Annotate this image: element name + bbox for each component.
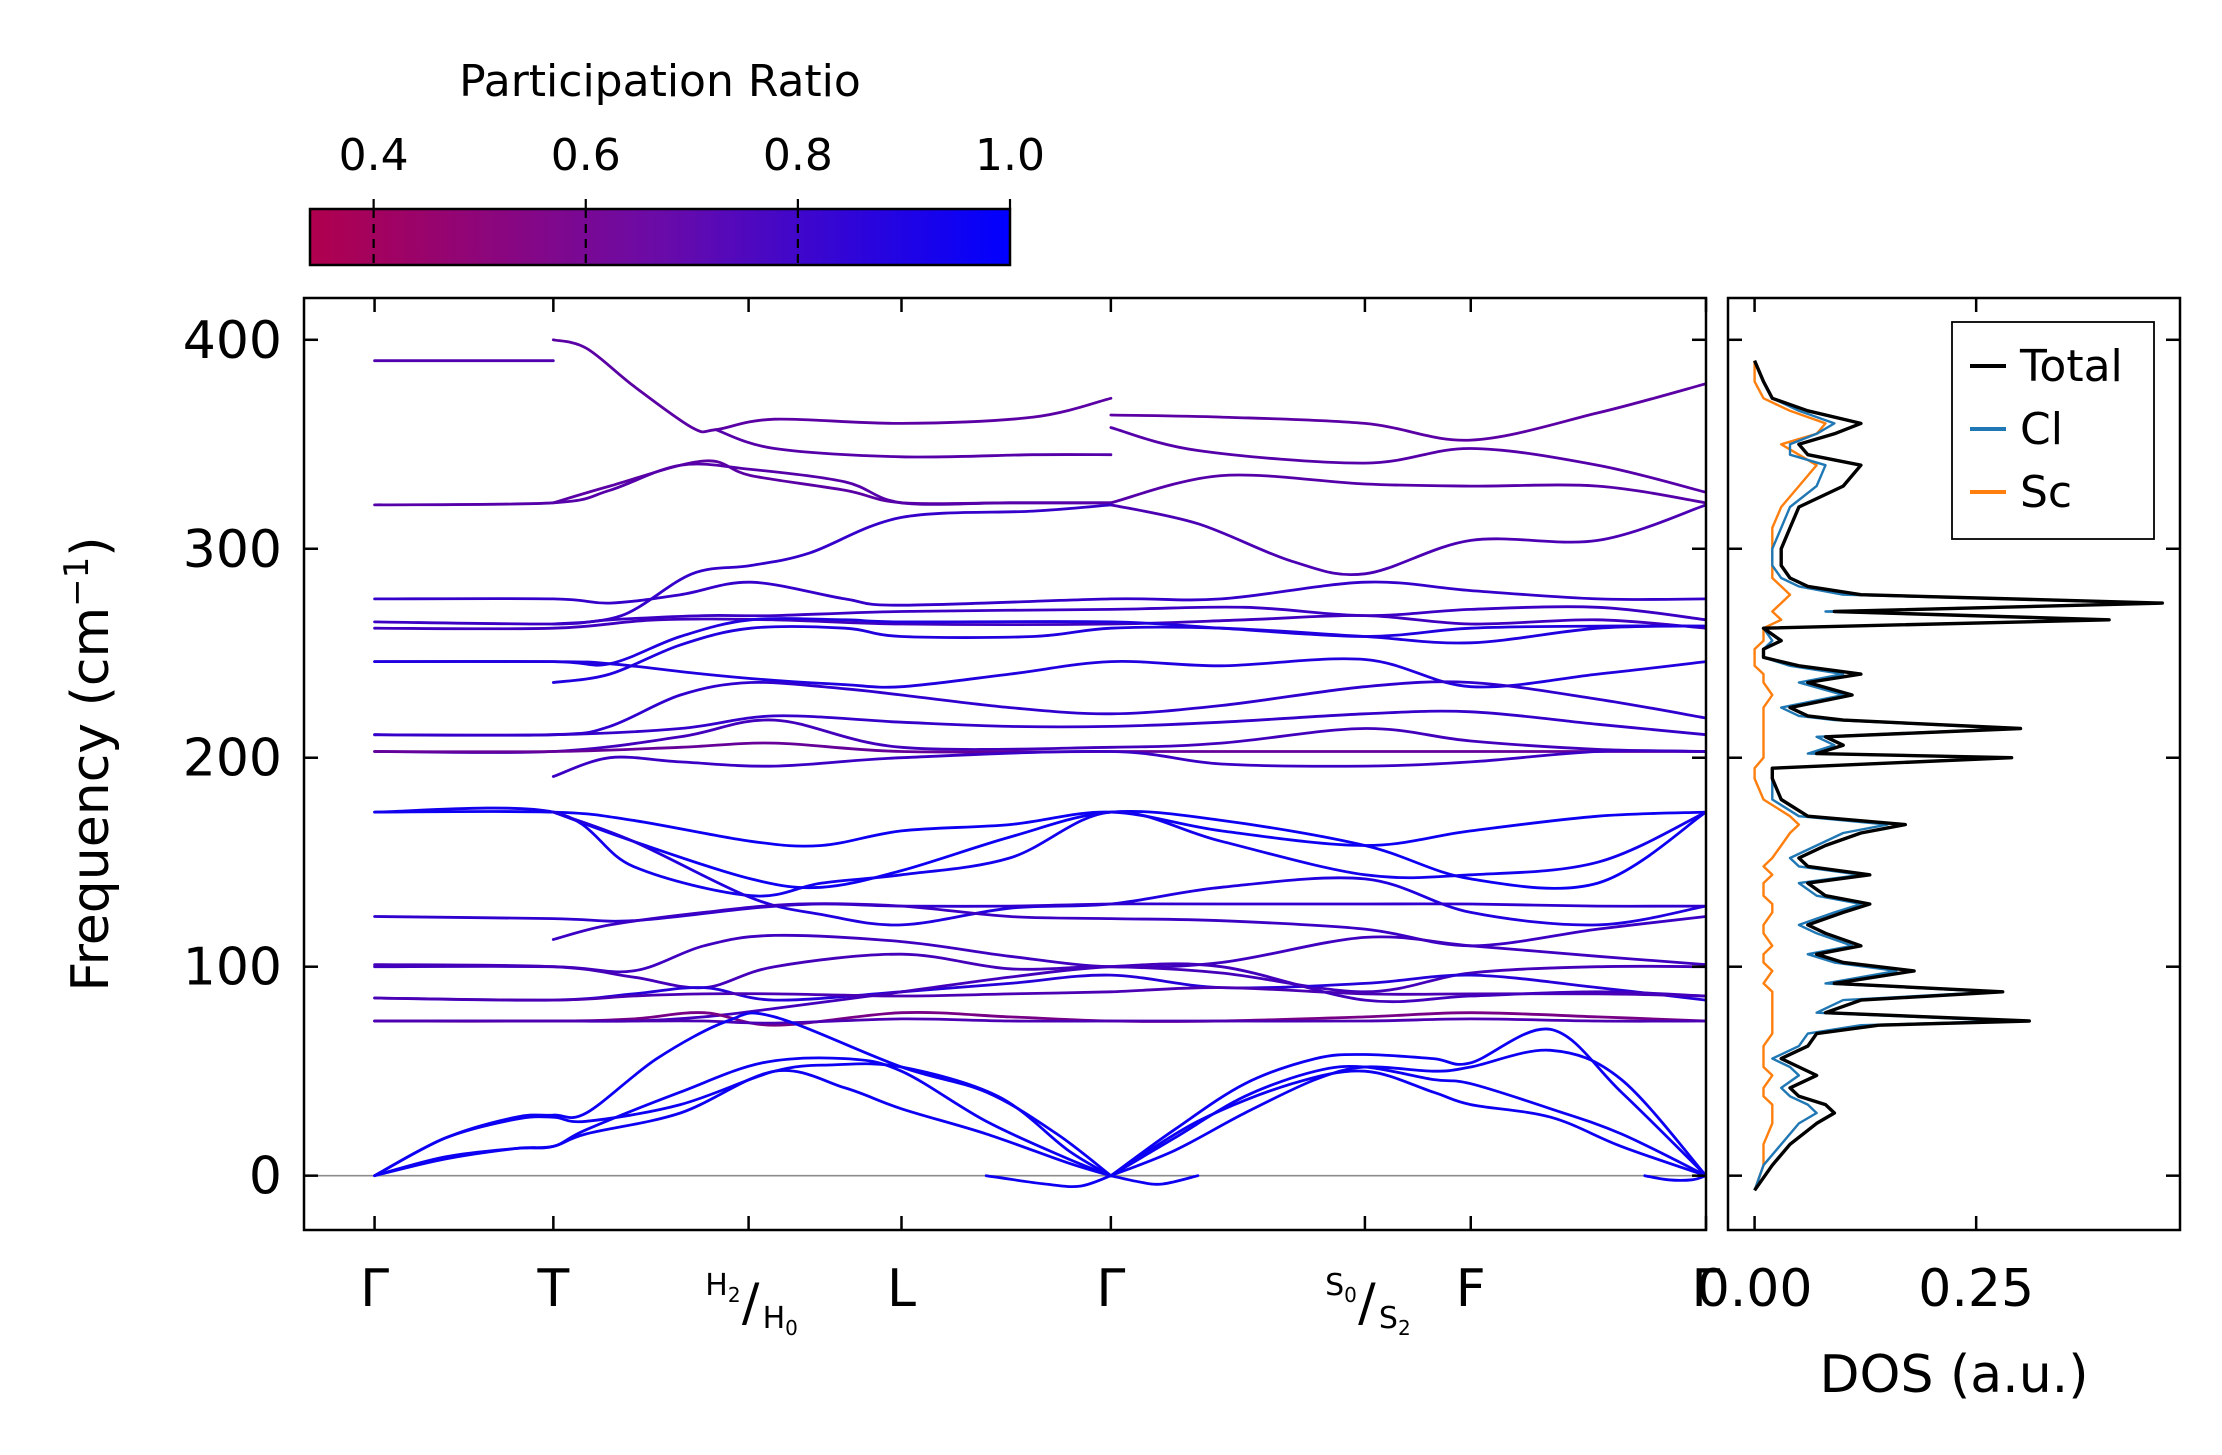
colorbar-tick-label: 0.8: [763, 130, 833, 181]
x-tick-label-denominator: S2: [1379, 1301, 1411, 1340]
y-tick-label: 400: [183, 311, 282, 371]
y-tick-label: 300: [183, 520, 282, 580]
colorbar: Participation Ratio 0.4 0.6 0.8 1.0: [308, 56, 1045, 267]
phonon-band-31: [373, 986, 1706, 1002]
x-tick-label-numerator: S0: [1325, 1268, 1357, 1307]
x-tick-label: Γ: [360, 1259, 389, 1319]
phonon-band-38: [373, 1062, 1113, 1178]
phonon-band-6: [1109, 382, 1706, 442]
dos-panel: 0.00 0.25 DOS (a.u.) Total Cl Sc: [1697, 296, 2182, 1405]
phonon-band-17: [373, 680, 1706, 737]
y-tick-label: 0: [249, 1147, 282, 1207]
legend-label-total: Total: [2019, 341, 2123, 392]
phonon-band-21: [551, 749, 1706, 778]
colorbar-title: Participation Ratio: [459, 56, 861, 107]
phonon-band-16: [373, 657, 1706, 689]
x-tick-label-denominator: H0: [763, 1301, 798, 1340]
phonon-band-2: [551, 338, 1113, 434]
x-tick-label: L: [887, 1259, 916, 1319]
phonon-band-24: [373, 806, 1706, 898]
dos-x-tick-label: 0.00: [1697, 1259, 1813, 1319]
legend-label-cl: Cl: [2020, 404, 2063, 455]
band-lines: [373, 338, 1706, 1189]
phonon-band-11: [373, 580, 1706, 607]
phonon-band-9: [1109, 503, 1706, 577]
phonon-band-36: [373, 1056, 1113, 1178]
phonon-band-43: [1109, 1069, 1706, 1178]
x-tick-label: Γ: [1692, 1259, 1721, 1319]
dos-frame: [1726, 296, 2182, 1232]
phonon-band-39: [984, 1174, 1113, 1189]
phonon-band-19: [373, 718, 1706, 754]
phonon-band-13: [373, 614, 1706, 631]
phonon-band-12: [373, 605, 1706, 626]
dos-line-total: [1753, 360, 2164, 1192]
x-tick-label: Γ: [1096, 1259, 1125, 1319]
x-tick-label: F: [1456, 1259, 1486, 1319]
x-tick-label-numerator: H2: [705, 1268, 740, 1307]
x-tick-label-slash: /: [1358, 1273, 1376, 1333]
y-tick-label: 200: [183, 729, 282, 789]
x-tick-label-fraction: H2/H0: [705, 1268, 798, 1340]
phonon-band-25: [551, 810, 1706, 927]
dos-x-axis-label: DOS (a.u.): [1820, 1345, 2089, 1405]
phonon-band-45: [1643, 1174, 1706, 1182]
phonon-band-3: [714, 428, 1113, 459]
phonon-band-26: [373, 902, 1706, 923]
x-tick-label: T: [536, 1259, 569, 1319]
phonon-band-18: [373, 709, 1706, 737]
y-axis-label: Frequency (cm−1): [57, 536, 121, 991]
phonon-band-37: [373, 1069, 1113, 1178]
legend-label-sc: Sc: [2020, 467, 2072, 518]
colorbar-tick-label: 0.6: [551, 130, 621, 181]
colorbar-tick-label: 0.4: [339, 130, 409, 181]
phonon-band-42: [1109, 1048, 1706, 1178]
x-tick-label-slash: /: [742, 1273, 760, 1333]
dos-x-tick-label: 0.25: [1918, 1259, 2034, 1319]
phonon-band-22: [373, 810, 1706, 848]
phonon-band-23: [551, 809, 1706, 890]
phonon-band-29: [373, 952, 1706, 994]
phonon-band-10: [551, 503, 1113, 626]
phonon-band-27: [551, 902, 1706, 948]
phonon-band-30: [373, 973, 1706, 1002]
phonon-band-7: [1109, 426, 1706, 494]
phonon-band-28: [373, 933, 1706, 974]
phonon-band-8: [1109, 473, 1706, 505]
phonon-band-15: [551, 624, 1706, 684]
phonon-band-5: [373, 462, 1113, 507]
band-frame: [302, 296, 1708, 1232]
phonon-band-34: [373, 1017, 1706, 1025]
dos-legend: Total Cl Sc: [1951, 321, 2155, 540]
phonon-band-4: [551, 459, 1113, 506]
x-tick-label-fraction: S0/S2: [1325, 1268, 1411, 1340]
phonon-band-44: [1109, 1174, 1200, 1186]
colorbar-gradient: [308, 207, 1012, 267]
phonon-band-40: [1109, 1027, 1706, 1178]
colorbar-ticks: 0.4 0.6 0.8 1.0: [339, 130, 1045, 265]
phonon-band-33: [373, 1011, 1706, 1027]
colorbar-tick-label: 1.0: [975, 130, 1045, 181]
dos-lines: [1753, 360, 2164, 1192]
y-tick-label: 100: [183, 938, 282, 998]
dos-axis-ticks: 0.00 0.25: [1697, 298, 2180, 1319]
